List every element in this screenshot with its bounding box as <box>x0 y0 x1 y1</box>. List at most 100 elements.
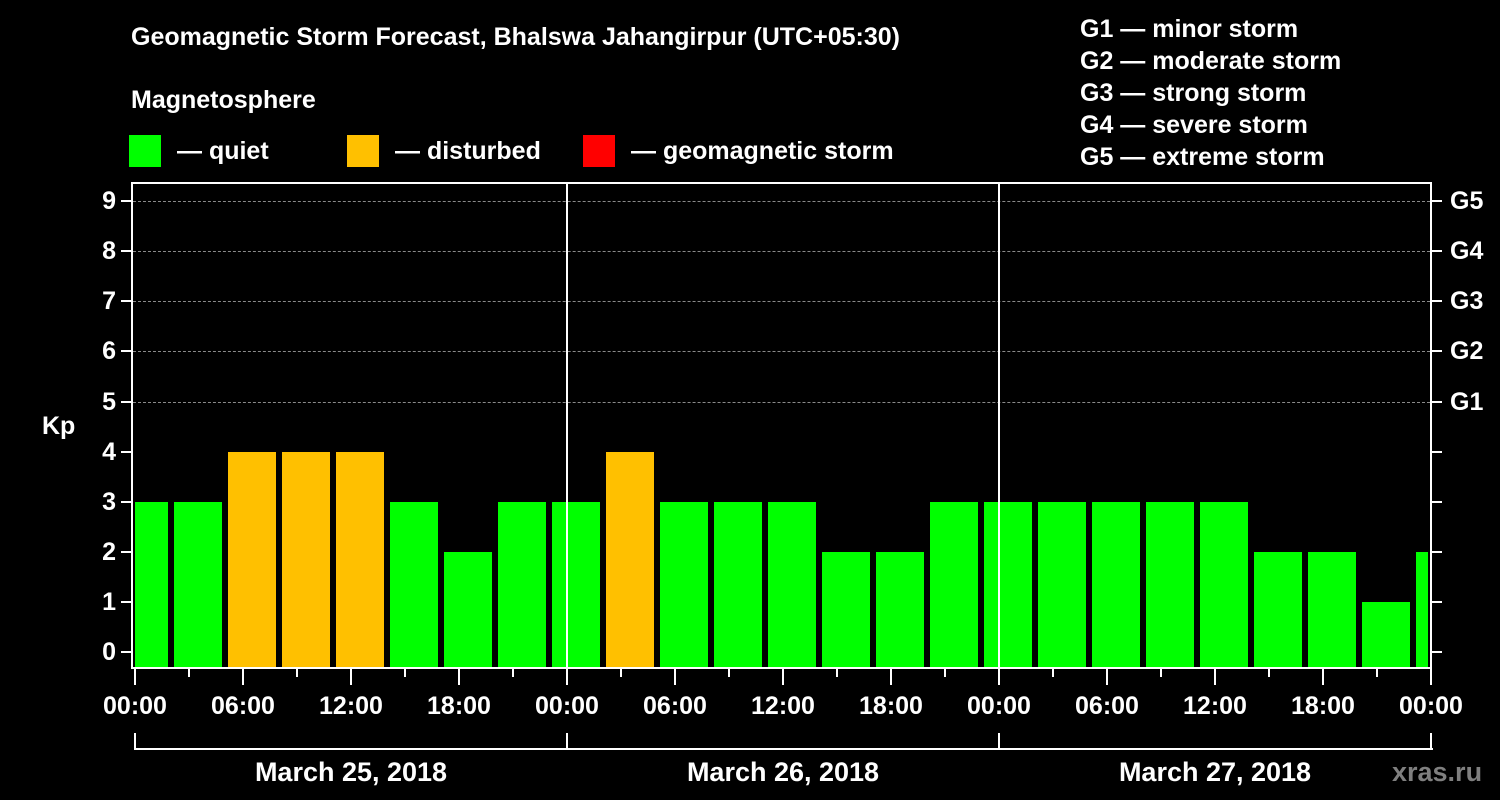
date-bracket-end <box>998 733 1000 750</box>
date-bracket-end <box>566 733 568 750</box>
date-bracket-end <box>134 733 136 750</box>
y-tick-right <box>1432 300 1442 302</box>
x-tick-minor <box>1268 669 1270 677</box>
kp-bar <box>1200 502 1248 667</box>
y-tick-label: 3 <box>102 488 116 516</box>
kp-bar <box>1416 552 1428 667</box>
g-scale-label: G2 <box>1450 337 1484 365</box>
y-tick <box>121 350 131 352</box>
x-tick-minor <box>620 669 622 677</box>
g-scale-label: G5 <box>1450 187 1484 215</box>
grid-line <box>133 402 1430 403</box>
x-tick-label: 06:00 <box>643 692 707 720</box>
g-legend-row: G3 — strong storm <box>1080 79 1307 107</box>
kp-bar <box>1362 602 1410 667</box>
date-bracket <box>135 748 1433 750</box>
x-tick-label: 00:00 <box>1399 692 1463 720</box>
grid-line <box>133 351 1430 352</box>
y-tick-right <box>1432 551 1442 553</box>
kp-bar <box>444 552 492 667</box>
y-tick-label: 0 <box>102 638 116 666</box>
g-scale-label: G4 <box>1450 237 1484 265</box>
y-tick-right <box>1432 401 1442 403</box>
storm-swatch-icon <box>583 135 615 167</box>
x-tick-minor <box>728 669 730 677</box>
kp-bar <box>660 502 708 667</box>
y-tick-right <box>1432 501 1442 503</box>
x-tick-minor <box>1376 669 1378 677</box>
kp-bar <box>135 502 168 667</box>
kp-bar <box>984 502 1032 667</box>
grid-line <box>133 251 1430 252</box>
y-tick-label: 2 <box>102 538 116 566</box>
y-tick-right <box>1432 601 1442 603</box>
legend-label: — geomagnetic storm <box>631 137 894 165</box>
x-tick-major <box>1430 669 1432 685</box>
y-tick-right <box>1432 451 1442 453</box>
plot-frame <box>131 182 1432 669</box>
x-tick-major <box>242 669 244 685</box>
x-tick-label: 00:00 <box>103 692 167 720</box>
x-tick-minor <box>404 669 406 677</box>
x-tick-major <box>1214 669 1216 685</box>
y-tick-label: 7 <box>102 287 116 315</box>
chart-title: Geomagnetic Storm Forecast, Bhalswa Jaha… <box>131 23 900 51</box>
grid-line <box>133 301 1430 302</box>
x-tick-minor <box>836 669 838 677</box>
y-tick <box>121 401 131 403</box>
x-tick-label: 00:00 <box>967 692 1031 720</box>
x-tick-major <box>782 669 784 685</box>
x-tick-minor <box>944 669 946 677</box>
x-tick-major <box>674 669 676 685</box>
x-tick-label: 06:00 <box>1075 692 1139 720</box>
g-legend-row: G4 — severe storm <box>1080 111 1308 139</box>
x-tick-label: 18:00 <box>427 692 491 720</box>
x-tick-label: 12:00 <box>319 692 383 720</box>
legend-label: — quiet <box>177 137 269 165</box>
legend-storm: — geomagnetic storm <box>583 135 894 167</box>
kp-bar <box>552 502 600 667</box>
x-tick-major <box>1106 669 1108 685</box>
y-tick-label: 4 <box>102 438 116 466</box>
y-tick <box>121 501 131 503</box>
x-tick-major <box>566 669 568 685</box>
kp-bar <box>390 502 438 667</box>
g-legend-row: G2 — moderate storm <box>1080 47 1342 75</box>
legend-label: — disturbed <box>395 137 541 165</box>
day-separator-line <box>566 182 568 669</box>
watermark: xras.ru <box>1392 757 1483 787</box>
date-bracket-end <box>1430 733 1432 750</box>
kp-bar <box>336 452 384 667</box>
disturbed-swatch-icon <box>347 135 379 167</box>
x-tick-major <box>890 669 892 685</box>
date-label: March 25, 2018 <box>254 757 448 787</box>
kp-bar <box>228 452 276 667</box>
x-tick-label: 06:00 <box>211 692 275 720</box>
y-tick-label: 6 <box>102 337 116 365</box>
date-label: March 27, 2018 <box>1118 757 1312 787</box>
kp-bar <box>822 552 870 667</box>
y-tick-right <box>1432 651 1442 653</box>
x-tick-major <box>134 669 136 685</box>
y-tick-right <box>1432 250 1442 252</box>
g-legend-row: G5 — extreme storm <box>1080 143 1325 171</box>
legend-heading: Magnetosphere <box>131 86 316 114</box>
x-tick-label: 12:00 <box>1183 692 1247 720</box>
x-tick-minor <box>1052 669 1054 677</box>
kp-bar <box>714 502 762 667</box>
g-legend-row: G1 — minor storm <box>1080 15 1299 43</box>
x-tick-minor <box>188 669 190 677</box>
kp-bar <box>768 502 816 667</box>
y-tick-label: 5 <box>102 388 116 416</box>
legend-quiet: — quiet <box>129 135 269 167</box>
kp-bar <box>606 452 654 667</box>
x-tick-label: 12:00 <box>751 692 815 720</box>
y-tick <box>121 601 131 603</box>
x-tick-major <box>998 669 1000 685</box>
x-tick-major <box>1322 669 1324 685</box>
x-tick-label: 00:00 <box>535 692 599 720</box>
y-tick <box>121 300 131 302</box>
y-tick <box>121 250 131 252</box>
x-tick-major <box>458 669 460 685</box>
kp-bar <box>1254 552 1302 667</box>
